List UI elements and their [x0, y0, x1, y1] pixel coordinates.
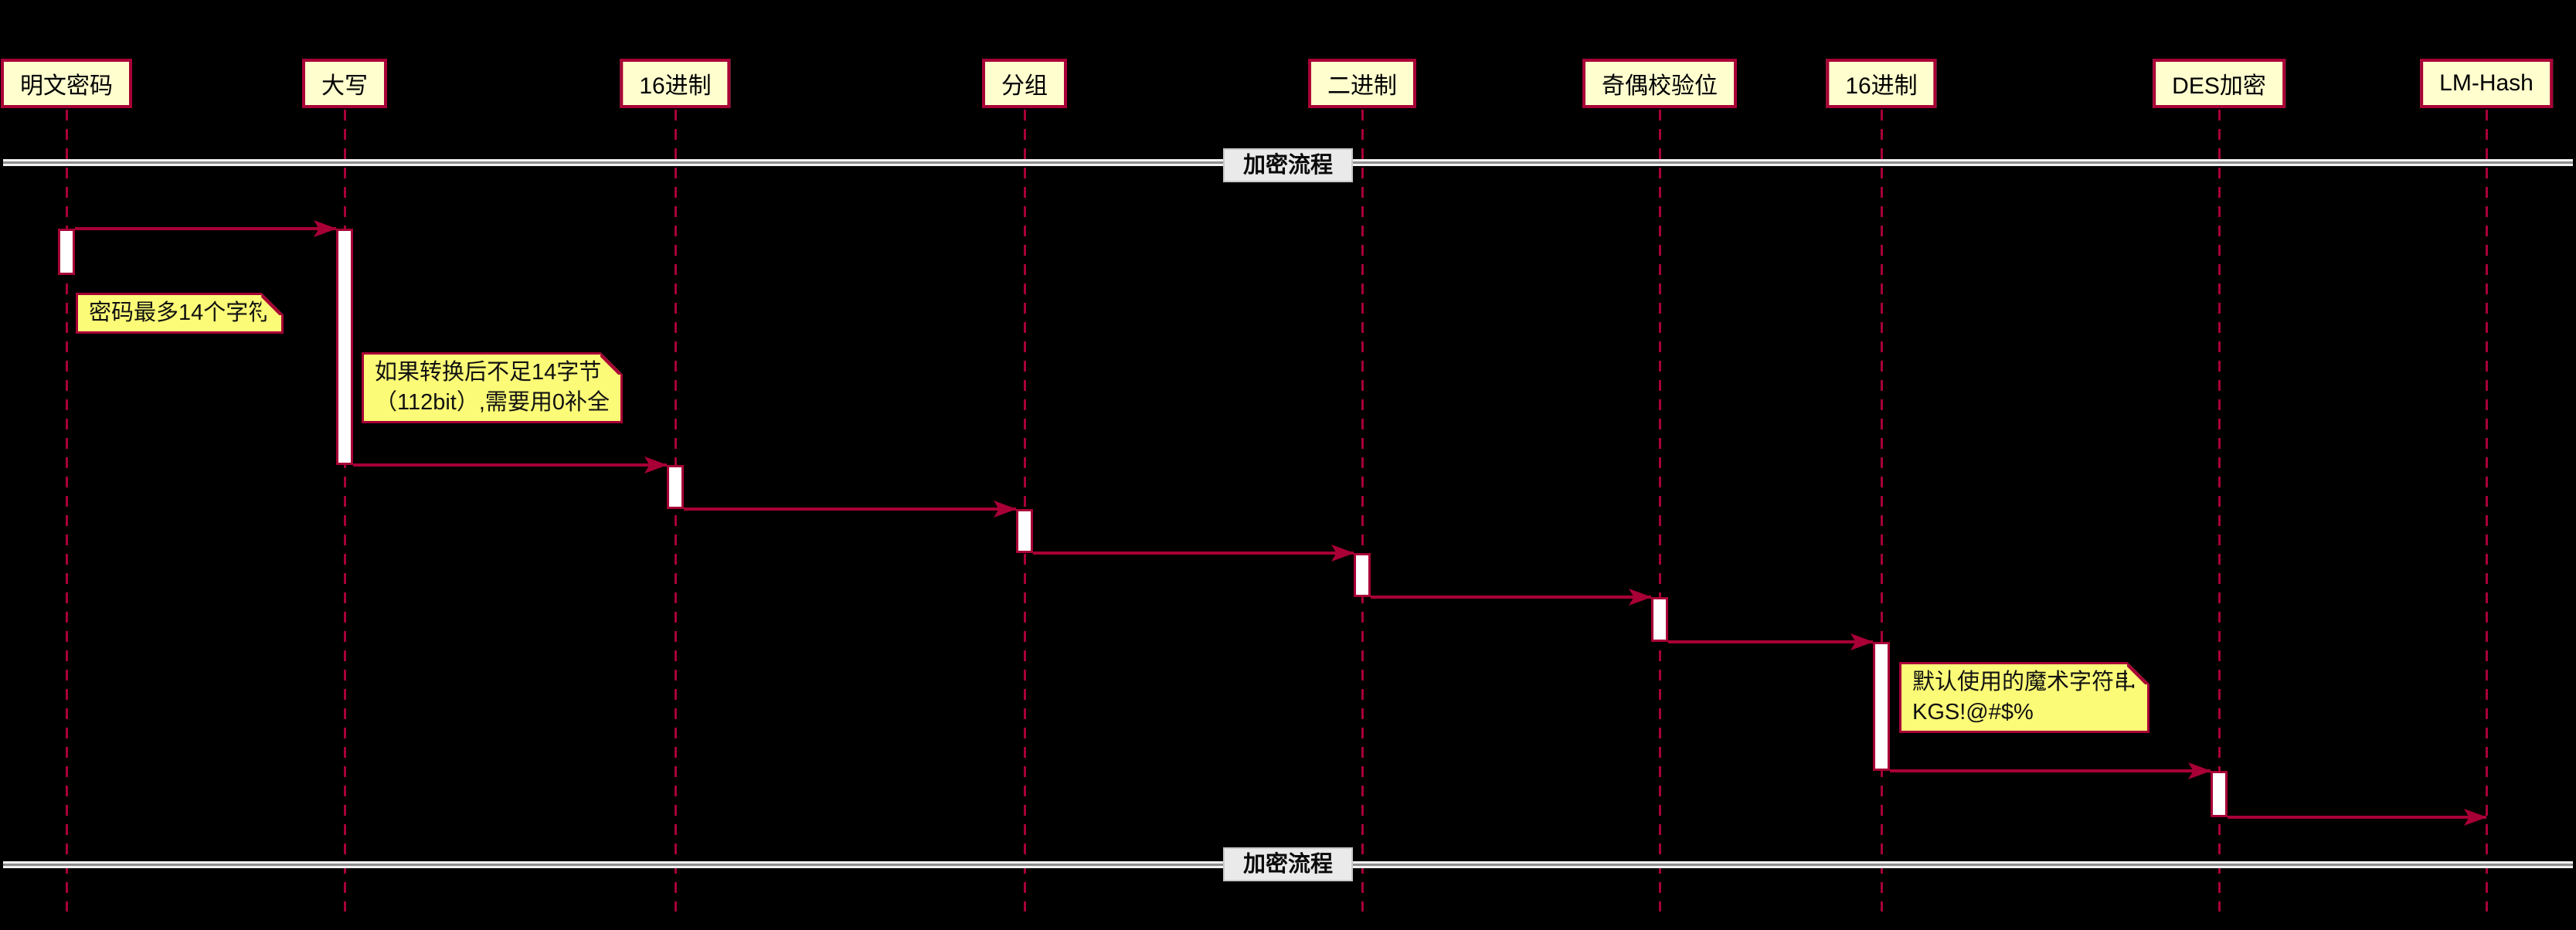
- lifeline-parity-bit: [1659, 110, 1661, 911]
- lifeline-hex-1: [675, 110, 677, 911]
- note-password-max-14-chars: 密码最多14个字符: [76, 293, 284, 334]
- arrowhead-icon: [2464, 809, 2487, 826]
- note-fold-icon: [2127, 662, 2150, 684]
- activation-hex-1: [667, 465, 684, 509]
- participant-label: 二进制: [1327, 73, 1397, 99]
- message-des-to-lmhash: [2228, 809, 2487, 826]
- arrowhead-icon: [994, 501, 1017, 518]
- arrowhead-icon: [314, 220, 337, 237]
- participant-grouping: 分组: [982, 59, 1067, 108]
- participant-lm-hash: LM-Hash: [2420, 59, 2553, 108]
- message-binary-to-parity: [1371, 589, 1652, 606]
- arrowhead-icon: [644, 457, 668, 473]
- arrowhead-icon: [2188, 762, 2211, 779]
- message-plaintext-to-uppercase: [75, 220, 337, 237]
- participant-label: 16进制: [1845, 73, 1918, 99]
- note-line: 如果转换后不足14字节: [375, 360, 602, 385]
- participant-label: 大写: [321, 73, 368, 99]
- message-hex2-to-des: [1890, 762, 2211, 779]
- participant-label: LM-Hash: [2439, 70, 2534, 96]
- participant-parity-bit: 奇偶校验位: [1582, 59, 1737, 108]
- note-line: 默认使用的魔术字符串: [1912, 670, 2137, 694]
- participant-label: 16进制: [639, 73, 712, 99]
- participant-uppercase: 大写: [302, 59, 387, 108]
- participant-hex-2: 16进制: [1826, 59, 1937, 108]
- note-pad-with-zero: 如果转换后不足14字节 （112bit）,需要用0补全: [362, 352, 624, 423]
- activation-grouping: [1016, 509, 1033, 553]
- message-uppercase-to-hex: [353, 457, 668, 473]
- divider-bottom-label: 加密流程: [1222, 847, 1354, 881]
- activation-des-encrypt: [2211, 771, 2228, 817]
- note-line: （112bit）,需要用0补全: [375, 390, 610, 415]
- divider-top-label: 加密流程: [1222, 148, 1354, 182]
- activation-parity-bit: [1651, 597, 1668, 642]
- message-parity-to-hex2: [1668, 633, 1874, 650]
- lifeline-des-encrypt: [2218, 110, 2221, 911]
- participant-label: 分组: [1001, 73, 1048, 99]
- lifeline-uppercase: [344, 110, 346, 911]
- activation-hex-2: [1873, 642, 1890, 771]
- arrowhead-icon: [1629, 589, 1652, 606]
- message-hex-to-grouping: [684, 501, 1017, 518]
- participant-label: 明文密码: [20, 73, 113, 99]
- arrowhead-icon: [1331, 545, 1354, 562]
- note-line: KGS!@#$%: [1912, 700, 2034, 725]
- message-grouping-to-binary: [1033, 545, 1354, 562]
- participant-plaintext-password: 明文密码: [1, 59, 132, 108]
- participant-label: DES加密: [2172, 73, 2266, 99]
- note-fold-icon: [600, 352, 624, 375]
- participant-label: 奇偶校验位: [1602, 73, 1718, 99]
- arrowhead-icon: [1850, 633, 1874, 650]
- activation-plaintext-password: [58, 229, 75, 275]
- lifeline-lm-hash: [2486, 110, 2488, 911]
- activation-binary: [1354, 553, 1371, 597]
- participant-binary: 二进制: [1308, 59, 1416, 108]
- note-magic-string: 默认使用的魔术字符串 KGS!@#$%: [1899, 662, 2150, 733]
- lifeline-binary: [1361, 110, 1364, 911]
- note-line: 密码最多14个字符: [89, 300, 271, 325]
- activation-uppercase: [336, 229, 353, 465]
- participant-hex-1: 16进制: [620, 59, 731, 108]
- participant-des-encrypt: DES加密: [2153, 59, 2285, 108]
- note-fold-icon: [261, 293, 284, 315]
- lifeline-plaintext-password: [66, 110, 68, 911]
- lifeline-hex-2: [1881, 110, 1883, 911]
